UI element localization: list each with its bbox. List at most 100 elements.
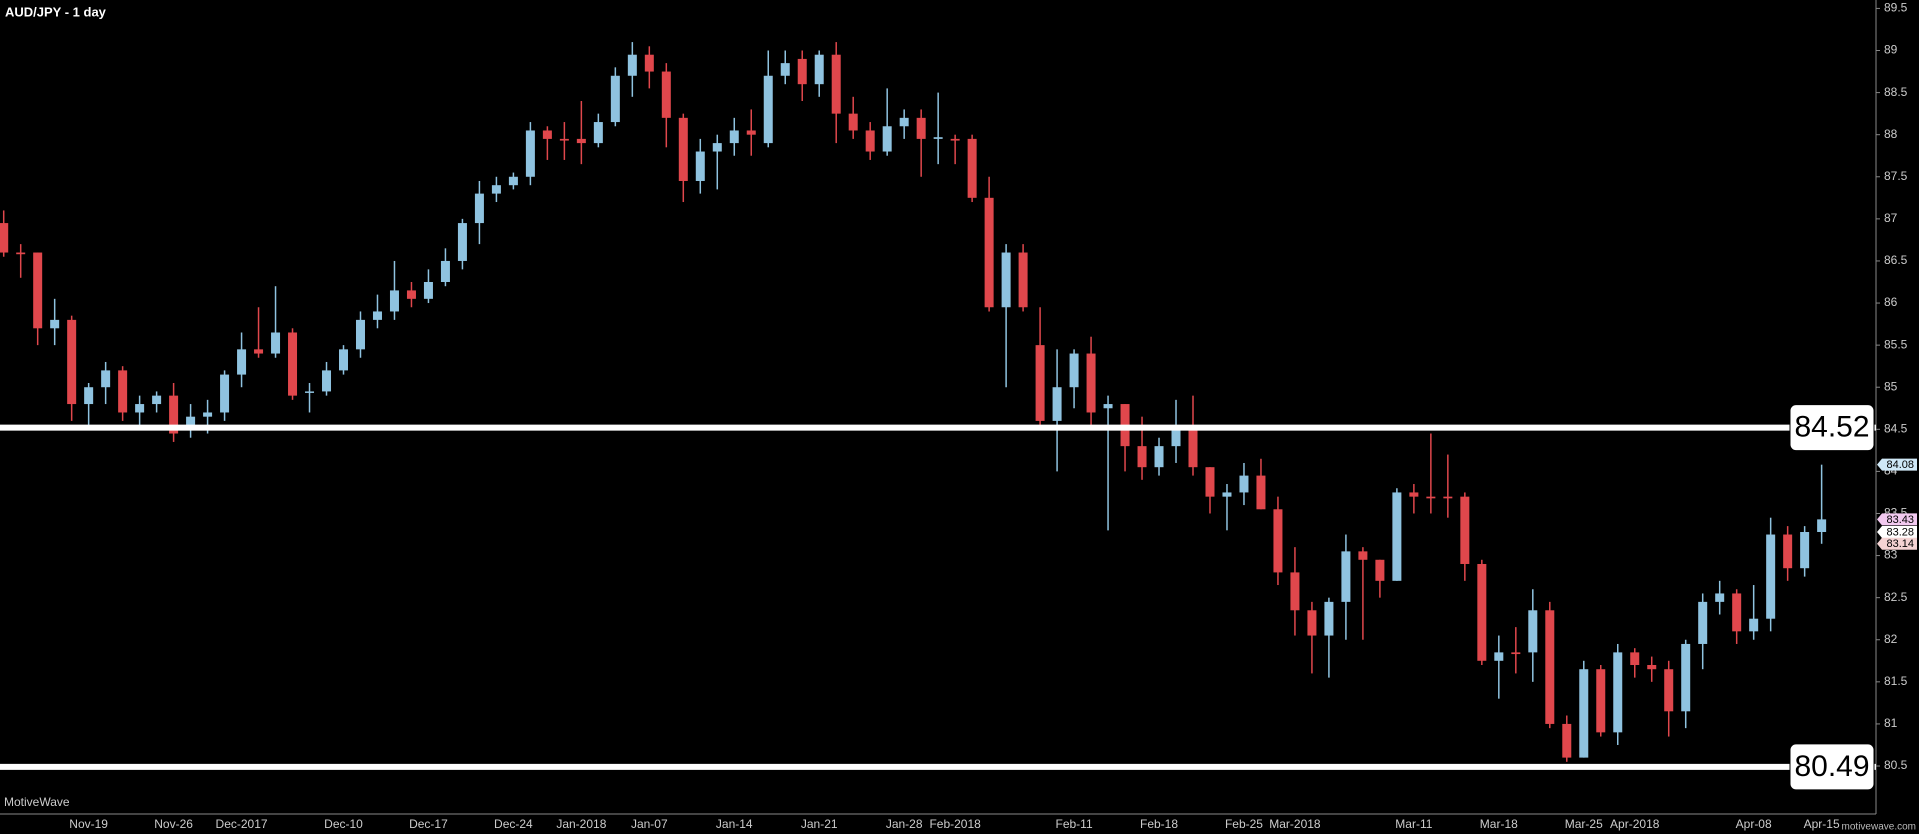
candle-body	[1375, 559, 1385, 581]
candle-body	[0, 223, 9, 253]
candle-body	[1647, 665, 1657, 670]
candle-body	[729, 130, 739, 144]
y-tick-label: 80.5	[1884, 758, 1908, 772]
y-tick-label: 84.5	[1884, 421, 1908, 435]
y-tick-label: 82	[1884, 632, 1898, 646]
x-tick-label: Dec-17	[409, 817, 448, 831]
y-tick-label: 86.5	[1884, 253, 1908, 267]
candle-body	[627, 54, 637, 76]
candle-body	[1103, 404, 1113, 409]
y-tick-label: 88	[1884, 127, 1898, 141]
candle-body	[1035, 345, 1045, 421]
level-label: 84.52	[1794, 411, 1869, 444]
candle-body	[1307, 610, 1317, 636]
candle-body	[152, 395, 162, 405]
x-tick-label: Mar-18	[1480, 817, 1518, 831]
candle-body	[984, 197, 994, 308]
x-tick-label: Jan-14	[716, 817, 753, 831]
candle-body	[916, 117, 926, 139]
x-tick-label: Nov-19	[69, 817, 108, 831]
candle-body	[491, 185, 501, 194]
candle-body	[389, 290, 399, 312]
candle-body	[406, 290, 416, 299]
candle-body	[118, 370, 128, 413]
candle-body	[542, 130, 552, 139]
candle-body	[1290, 572, 1300, 611]
candle-body	[1222, 492, 1232, 497]
candle-body	[339, 349, 348, 371]
x-tick-label: Dec-24	[494, 817, 533, 831]
price-tag-label: 83.14	[1886, 538, 1914, 550]
candle-body	[305, 391, 315, 393]
x-tick-label: Feb-11	[1055, 817, 1092, 831]
y-tick-label: 87	[1884, 211, 1898, 225]
candle-body	[1341, 551, 1351, 602]
candle-body	[899, 117, 909, 127]
candle-body	[1783, 534, 1793, 569]
candle-body	[610, 75, 620, 123]
candle-body	[355, 319, 365, 350]
price-tag-box	[1877, 513, 1917, 526]
candle-body	[84, 387, 94, 405]
candle-body	[1681, 643, 1691, 712]
candle-body	[1817, 519, 1827, 533]
candle-body	[1409, 492, 1419, 497]
candle-body	[440, 260, 450, 282]
candle-body	[474, 193, 484, 224]
x-tick-label: Apr-2018	[1610, 817, 1660, 831]
candle-body	[1171, 425, 1181, 447]
candle-body	[1460, 496, 1470, 564]
x-tick-label: Mar-2018	[1269, 817, 1321, 831]
candle-body	[882, 126, 892, 152]
candle-body	[1324, 601, 1334, 636]
candle-body	[525, 130, 535, 177]
candle-body	[1664, 669, 1674, 712]
candle-body	[678, 117, 688, 181]
candle-body	[1562, 723, 1572, 758]
candle-body	[831, 54, 841, 114]
x-tick-label: Apr-08	[1736, 817, 1772, 831]
candle-body	[271, 332, 281, 354]
candle-body	[101, 370, 111, 388]
candle-body	[1477, 563, 1487, 661]
candle-body	[1154, 446, 1164, 468]
candle-body	[797, 58, 807, 85]
candle-body	[1137, 446, 1147, 468]
candle-body	[1426, 496, 1436, 499]
brand: MotiveWave	[4, 795, 70, 809]
x-tick-label: Mar-25	[1565, 817, 1603, 831]
candle-body	[746, 130, 756, 135]
price-tag-box	[1877, 458, 1917, 471]
candle-body	[576, 138, 586, 144]
candle-body	[237, 349, 247, 375]
y-tick-label: 89.5	[1884, 1, 1908, 15]
candle-body	[1596, 669, 1606, 733]
candle-body	[1800, 532, 1810, 569]
candle-body	[1579, 669, 1589, 758]
candle-body	[763, 75, 773, 144]
candle-body	[1630, 652, 1640, 666]
candle-body	[423, 281, 433, 299]
candle-body	[644, 54, 654, 72]
candle-body	[1052, 387, 1062, 421]
y-tick-label: 82.5	[1884, 590, 1908, 604]
x-tick-label: Jan-21	[801, 817, 838, 831]
candle-body	[1528, 610, 1538, 653]
x-tick-label: Dec-10	[324, 817, 363, 831]
y-tick-label: 87.5	[1884, 169, 1908, 183]
level-label: 80.49	[1794, 750, 1869, 783]
candle-body	[933, 137, 943, 139]
y-tick-label: 86	[1884, 295, 1898, 309]
candle-body	[203, 412, 213, 417]
candle-body	[1392, 492, 1402, 581]
chart-title: AUD/JPY - 1 day	[5, 4, 107, 19]
candle-body	[254, 349, 264, 354]
candle-body	[848, 113, 858, 131]
candle-body	[1715, 593, 1725, 602]
candle-body	[1358, 551, 1368, 560]
level-label-box	[1789, 743, 1875, 791]
candle-body	[559, 138, 569, 141]
watermark: motivewave.com	[1842, 822, 1916, 833]
